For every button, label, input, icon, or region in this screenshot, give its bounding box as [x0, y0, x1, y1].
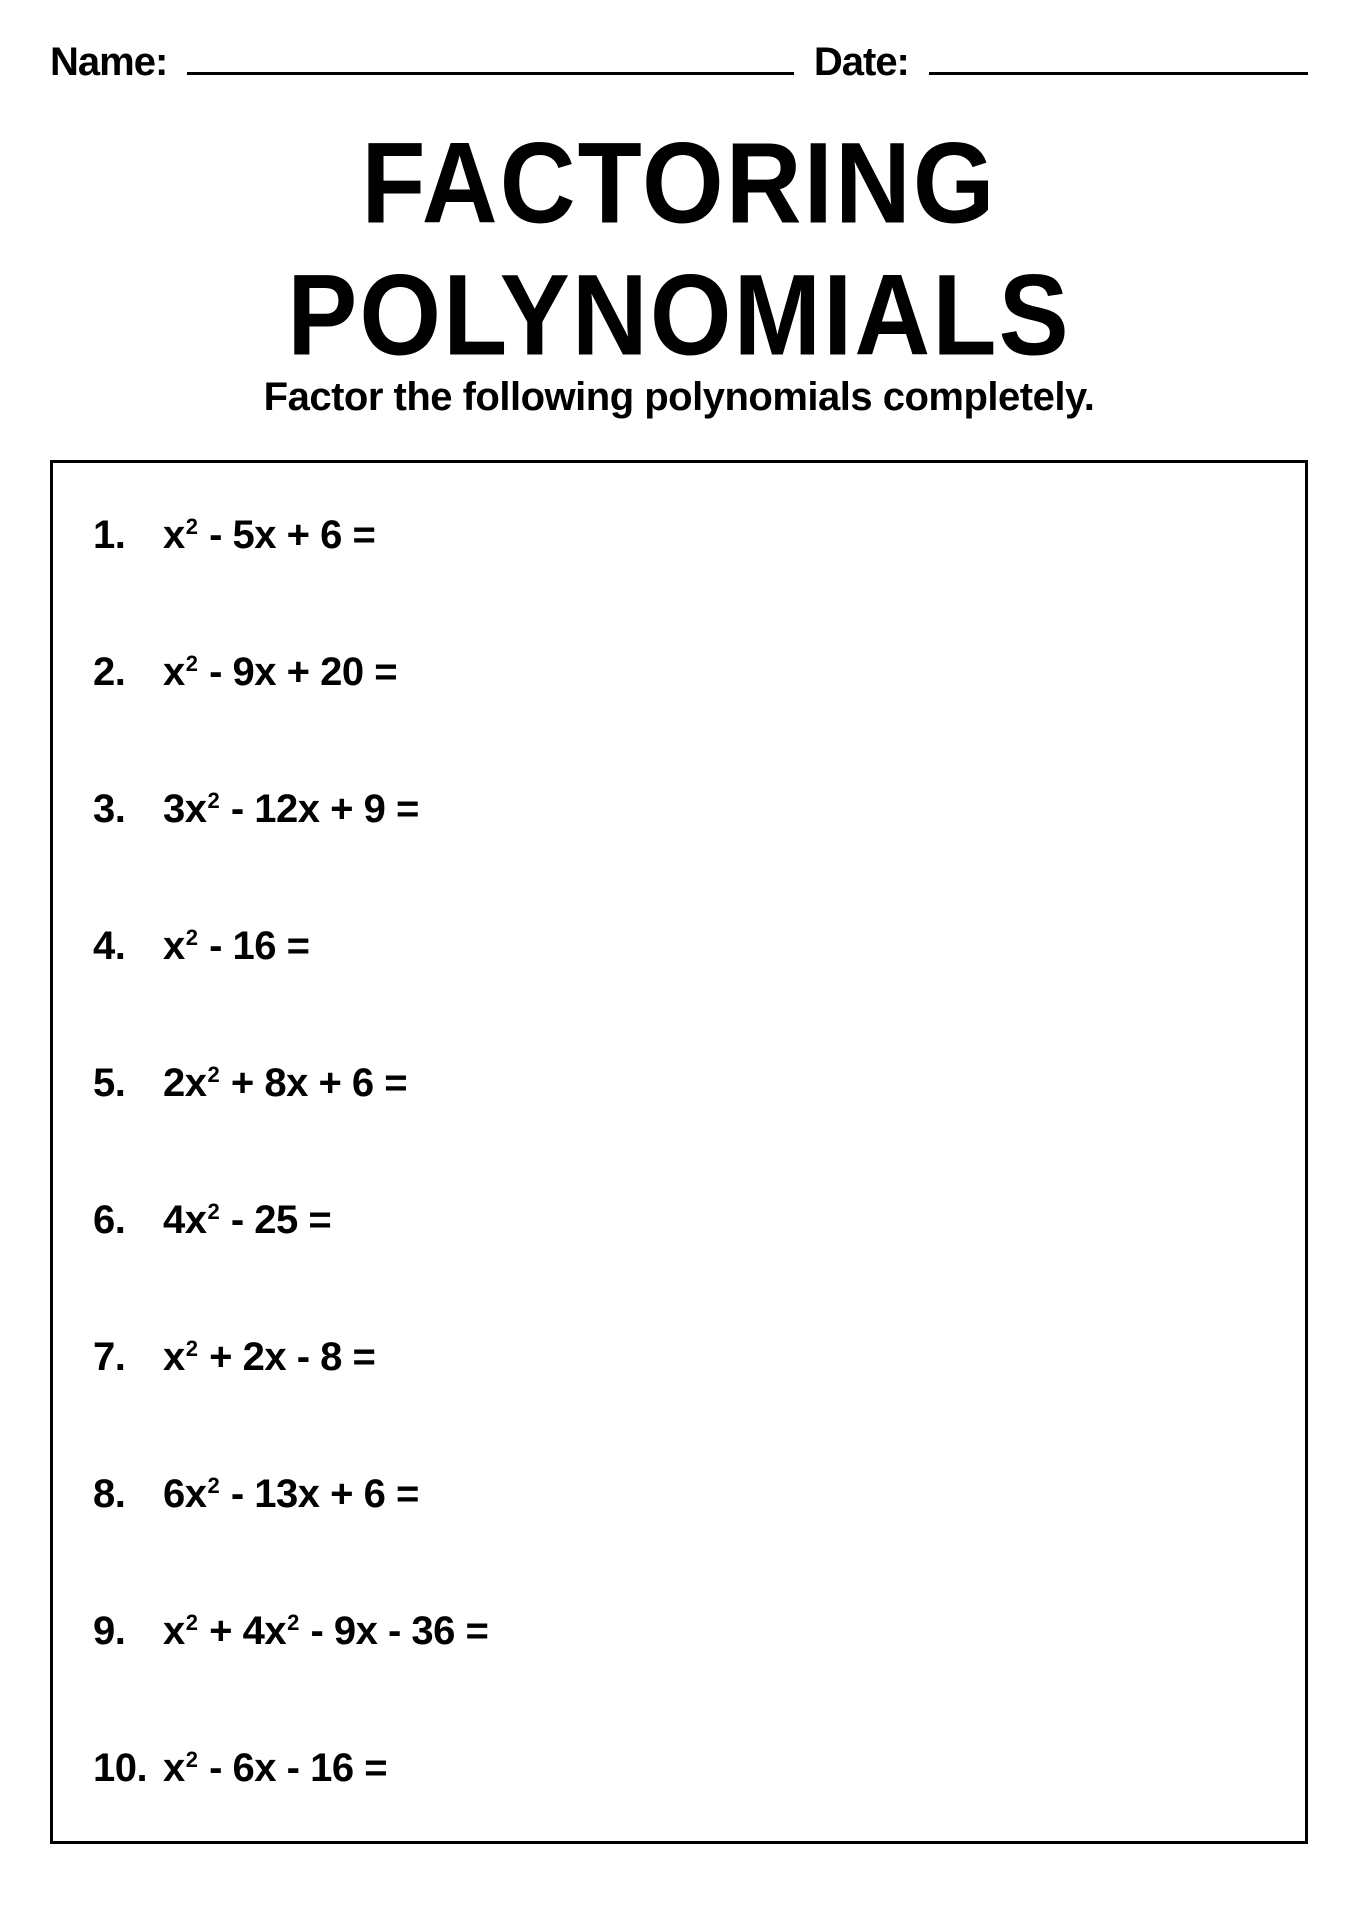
problem-expression: x2 - 16 = [163, 924, 310, 969]
problem-row: 10.x2 - 6x - 16 = [93, 1746, 1265, 1791]
problem-number: 2. [93, 650, 163, 695]
problem-row: 3.3x2 - 12x + 9 = [93, 787, 1265, 832]
header-row: Name: Date: [50, 40, 1308, 85]
problem-expression: 6x2 - 13x + 6 = [163, 1472, 419, 1517]
problem-row: 1.x2 - 5x + 6 = [93, 513, 1265, 558]
date-input-line[interactable] [929, 45, 1308, 75]
problem-expression: x2 - 6x - 16 = [163, 1746, 387, 1791]
problem-number: 7. [93, 1335, 163, 1380]
problem-expression: x2 + 2x - 8 = [163, 1335, 375, 1380]
problem-row: 6.4x2 - 25 = [93, 1198, 1265, 1243]
problem-number: 10. [93, 1746, 163, 1791]
problem-number: 6. [93, 1198, 163, 1243]
problem-expression: x2 + 4x2 - 9x - 36 = [163, 1609, 488, 1654]
name-label: Name: [50, 40, 167, 85]
problem-expression: 2x2 + 8x + 6 = [163, 1061, 407, 1106]
problem-number: 8. [93, 1472, 163, 1517]
problem-expression: 4x2 - 25 = [163, 1198, 331, 1243]
problem-row: 2.x2 - 9x + 20 = [93, 650, 1265, 695]
problem-number: 4. [93, 924, 163, 969]
problem-row: 9.x2 + 4x2 - 9x - 36 = [93, 1609, 1265, 1654]
problems-container: 1.x2 - 5x + 6 = 2.x2 - 9x + 20 = 3.3x2 - 1… [50, 460, 1308, 1844]
problem-row: 4.x2 - 16 = [93, 924, 1265, 969]
name-input-line[interactable] [187, 45, 794, 75]
problem-row: 7.x2 + 2x - 8 = [93, 1335, 1265, 1380]
problem-expression: 3x2 - 12x + 9 = [163, 787, 419, 832]
problem-expression: x2 - 5x + 6 = [163, 513, 375, 558]
worksheet-title: FACTORING POLYNOMIALS [19, 118, 1340, 383]
problem-expression: x2 - 9x + 20 = [163, 650, 397, 695]
problem-number: 5. [93, 1061, 163, 1106]
date-label: Date: [814, 40, 909, 85]
problem-number: 3. [93, 787, 163, 832]
problem-number: 1. [93, 513, 163, 558]
problem-number: 9. [93, 1609, 163, 1654]
problem-row: 5.2x2 + 8x + 6 = [93, 1061, 1265, 1106]
problem-row: 8.6x2 - 13x + 6 = [93, 1472, 1265, 1517]
